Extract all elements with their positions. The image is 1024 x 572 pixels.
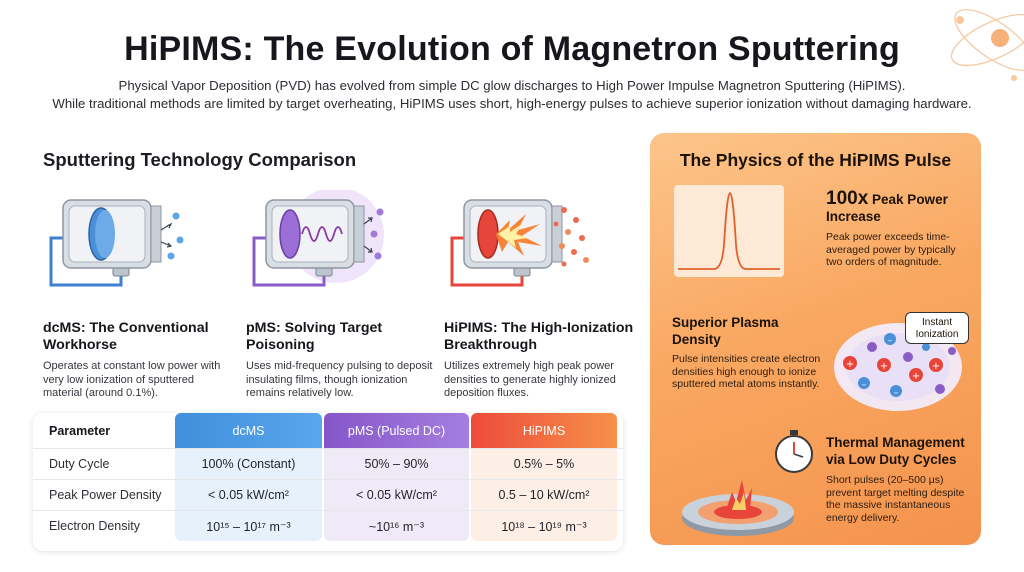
table-cell: 10¹⁵ – 10¹⁷ m⁻³ <box>175 511 322 541</box>
thermal-heading: Thermal Management via Low Duty Cycles <box>826 435 965 467</box>
tech-description: Utilizes extremely high peak power densi… <box>444 360 616 399</box>
peak-power-heading-line2: Increase <box>826 208 881 224</box>
pulsed-magnetron-icon <box>252 190 384 287</box>
subtitle-line-1: Physical Vapor Deposition (PVD) has evol… <box>118 78 906 93</box>
table-header-pms: pMS (Pulsed DC) <box>324 413 469 448</box>
pulse-graph <box>674 185 784 277</box>
tech-card-hipims: HiPIMS: The High-Ionization Breakthrough… <box>444 190 634 401</box>
table-cell: 100% (Constant) <box>175 449 322 479</box>
tech-title: pMS: Solving Target Poisoning <box>246 320 383 353</box>
svg-text:–: – <box>888 336 893 346</box>
physics-panel: The Physics of the HiPIMS Pulse 100x Pea… <box>650 133 981 545</box>
tech-description: Operates at constant low power with very… <box>43 360 221 399</box>
table-cell: 50% – 90% <box>324 449 469 479</box>
plasma-ions-icon: + – + + – – + <box>834 323 962 411</box>
table-row: Duty Cycle 100% (Constant) 50% – 90% 0.5… <box>33 448 623 479</box>
tech-card-pms: pMS: Solving Target Poisoning Uses mid-f… <box>246 190 436 401</box>
table-cell: Duty Cycle <box>49 457 110 471</box>
thermal-text: Short pulses (20–500 μs) prevent target … <box>826 474 965 524</box>
table-row: Peak Power Density < 0.05 kW/cm² < 0.05 … <box>33 479 623 510</box>
plasma-density-heading: Superior Plasma Density <box>672 315 779 347</box>
table-header-parameter: Parameter <box>49 423 111 438</box>
instant-ionization-bubble: Instant Ionization <box>905 312 969 344</box>
hipims-magnetron-icon <box>450 199 589 287</box>
svg-text:+: + <box>912 371 920 382</box>
tech-title: dcMS: The Conventional Workhorse <box>43 320 209 353</box>
table-cell: ~10¹⁶ m⁻³ <box>324 511 469 541</box>
physics-panel-title: The Physics of the HiPIMS Pulse <box>679 150 952 170</box>
peak-power-multiplier: 100x <box>826 188 869 209</box>
peak-power-text: Peak power exceeds time-averaged power b… <box>826 231 956 268</box>
page-subtitle: Physical Vapor Deposition (PVD) has evol… <box>40 77 984 113</box>
svg-text:+: + <box>846 359 854 370</box>
svg-text:+: + <box>932 361 940 372</box>
tech-title: HiPIMS: The High-Ionization Breakthrough <box>444 320 634 353</box>
comparison-table: Parameter dcMS pMS (Pulsed DC) HiPIMS Du… <box>33 413 623 551</box>
page-title: HiPIMS: The Evolution of Magnetron Sputt… <box>124 30 900 68</box>
plasma-density-text: Pulse intensities create electron densit… <box>672 353 821 390</box>
pulse-curve-icon <box>678 192 780 270</box>
svg-text:–: – <box>894 388 899 398</box>
target-clock-icon <box>682 430 813 536</box>
table-header-dcms: dcMS <box>175 413 322 448</box>
table-cell: Electron Density <box>49 519 141 533</box>
table-header-row: Parameter dcMS pMS (Pulsed DC) HiPIMS <box>33 413 623 448</box>
table-row: Electron Density 10¹⁵ – 10¹⁷ m⁻³ ~10¹⁶ m… <box>33 510 623 541</box>
tech-description: Uses mid-frequency pulsing to deposit in… <box>246 360 433 399</box>
atom-decoration-icon <box>951 9 1024 81</box>
peak-power-heading-rest: Peak Power <box>868 192 948 207</box>
svg-text:+: + <box>880 361 888 372</box>
table-cell: 10¹⁸ – 10¹⁹ m⁻³ <box>471 511 617 541</box>
svg-text:–: – <box>862 380 867 390</box>
subtitle-line-2: While traditional methods are limited by… <box>52 96 972 111</box>
table-header-hipims: HiPIMS <box>471 413 617 448</box>
peak-power-heading: 100x Peak Power Increase <box>826 188 976 225</box>
table-cell: 0.5% – 5% <box>471 449 617 479</box>
table-cell: < 0.05 kW/cm² <box>175 480 322 510</box>
comparison-section-title: Sputtering Technology Comparison <box>43 149 357 170</box>
table-cell: < 0.05 kW/cm² <box>324 480 469 510</box>
table-cell: 0.5 – 10 kW/cm² <box>471 480 617 510</box>
tech-card-dcms: dcMS: The Conventional Workhorse Operate… <box>43 190 233 401</box>
table-cell: Peak Power Density <box>49 488 162 502</box>
dc-magnetron-icon <box>49 199 184 287</box>
